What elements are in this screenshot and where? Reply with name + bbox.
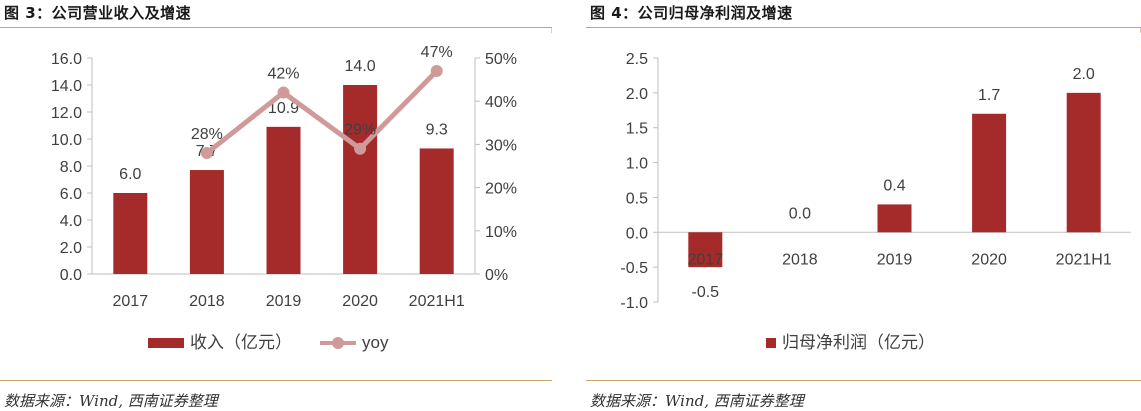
- right-axis-tick-label: 10%: [485, 224, 517, 241]
- right-axis-tick-label: 40%: [485, 94, 517, 111]
- net-profit-bar-label: 2.0: [1073, 66, 1095, 83]
- figure-4-title: 图 4：公司归母净利润及增速: [590, 4, 793, 22]
- x-axis-tick-label: 2017: [113, 293, 149, 310]
- revenue-chart: 0.0 2.0 4.0 6.0 8.0 10.0 12.0 14.0 16.0 0% 10% 20% 3…: [51, 44, 517, 352]
- net-profit-bar: [877, 204, 912, 233]
- net-profit-bar-label: -0.5: [692, 284, 720, 301]
- left-axis-tick-label: 6.0: [60, 186, 82, 203]
- yoy-point-label: 29%: [344, 122, 376, 139]
- x-axis-tick-label: 2021H1: [409, 293, 465, 310]
- right-axis-tick-label: 50%: [485, 51, 517, 68]
- yoy-point: [200, 147, 213, 160]
- legend-revenue-label: 收入（亿元）: [190, 333, 292, 352]
- legend-yoy-marker: [332, 337, 344, 349]
- yoy-point: [354, 142, 367, 155]
- figure-3-source: 数据来源：Wind, 西南证券整理: [4, 392, 218, 410]
- legend-revenue-swatch: [148, 338, 184, 348]
- left-axis-tick-label: 10.0: [51, 132, 82, 149]
- net-profit-bar-label: 0.4: [883, 177, 905, 194]
- net-profit-bar: [688, 232, 723, 268]
- right-axis-tick-label: 20%: [485, 181, 517, 198]
- left-axis-tick-label: 0.0: [60, 267, 82, 284]
- x-axis-tick-label: 2017: [688, 251, 724, 268]
- x-axis-tick-label: 2021H1: [1056, 251, 1112, 268]
- x-axis-tick-label: 2019: [266, 293, 302, 310]
- figure-4-source-rule: [586, 380, 1141, 381]
- y-axis-tick-label: -0.5: [620, 260, 648, 277]
- y-axis-tick-label: -1.0: [620, 295, 648, 312]
- y-axis-tick-label: 1.0: [626, 156, 648, 173]
- revenue-bar: [419, 148, 454, 274]
- left-axis-tick-label: 4.0: [60, 213, 82, 230]
- revenue-bar-label: 10.9: [268, 100, 299, 117]
- y-axis-tick-label: 0.0: [626, 225, 648, 242]
- figure-4-panel: 图 4：公司归母净利润及增速 -1.0 -0.5 0.0 0.5 1.0 1.5 2.0 2.…: [586, 0, 1141, 411]
- left-axis-tick-label: 14.0: [51, 78, 82, 95]
- net-profit-bar: [972, 113, 1007, 233]
- x-axis-tick-label: 2018: [782, 251, 818, 268]
- figure-3-title: 图 3：公司营业收入及增速: [4, 4, 192, 22]
- figure-4-source: 数据来源：Wind, 西南证券整理: [590, 392, 804, 410]
- left-axis-tick-label: 12.0: [51, 105, 82, 122]
- yoy-line: [205, 69, 439, 156]
- x-axis-tick-label: 2020: [971, 251, 1007, 268]
- net-profit-chart: -1.0 -0.5 0.0 0.5 1.0 1.5 2.0 2.5 -0.5 0.0 0.4 1.7 2…: [620, 51, 1131, 352]
- x-axis-tick-label: 2018: [189, 293, 225, 310]
- yoy-point-label: 42%: [267, 66, 299, 83]
- yoy-point: [430, 64, 443, 77]
- x-axis-tick-label: 2020: [342, 293, 378, 310]
- left-axis-tick-label: 8.0: [60, 159, 82, 176]
- yoy-point: [277, 86, 290, 99]
- figure-3-panel: 图 3：公司营业收入及增速 0.0 2.0 4.0 6.0 8.0 10.0 12.0 14.…: [0, 0, 552, 411]
- y-axis-tick-label: 1.5: [626, 121, 648, 138]
- legend-net-profit-swatch: [766, 338, 776, 348]
- net-profit-bar-label: 1.7: [978, 87, 1000, 104]
- y-axis-tick-label: 2.0: [626, 86, 648, 103]
- left-axis-tick-label: 16.0: [51, 51, 82, 68]
- revenue-bar: [343, 85, 378, 274]
- figure-4-title-rule: [586, 27, 1141, 28]
- revenue-bar: [266, 126, 301, 274]
- yoy-point-label: 28%: [191, 126, 223, 143]
- left-axis-tick-label: 2.0: [60, 240, 82, 257]
- revenue-bar: [113, 193, 148, 274]
- net-profit-bar: [1066, 92, 1101, 233]
- net-profit-bar-label: 0.0: [789, 205, 811, 222]
- y-axis-tick-label: 0.5: [626, 190, 648, 207]
- legend-yoy-label: yoy: [362, 333, 389, 352]
- revenue-bar: [189, 170, 224, 274]
- figure-3-title-rule: [0, 27, 552, 28]
- x-axis-tick-label: 2019: [877, 251, 913, 268]
- right-axis-tick-label: 30%: [485, 137, 517, 154]
- revenue-bar-label: 6.0: [119, 166, 141, 183]
- revenue-bar-label: 9.3: [426, 121, 448, 138]
- figure-3-source-rule: [0, 380, 552, 381]
- right-axis-tick-label: 0%: [485, 267, 508, 284]
- legend-net-profit-label: 归母净利润（亿元）: [782, 333, 935, 352]
- yoy-point-label: 47%: [421, 44, 453, 61]
- revenue-bar-label: 14.0: [345, 58, 376, 75]
- y-axis-tick-label: 2.5: [626, 51, 648, 68]
